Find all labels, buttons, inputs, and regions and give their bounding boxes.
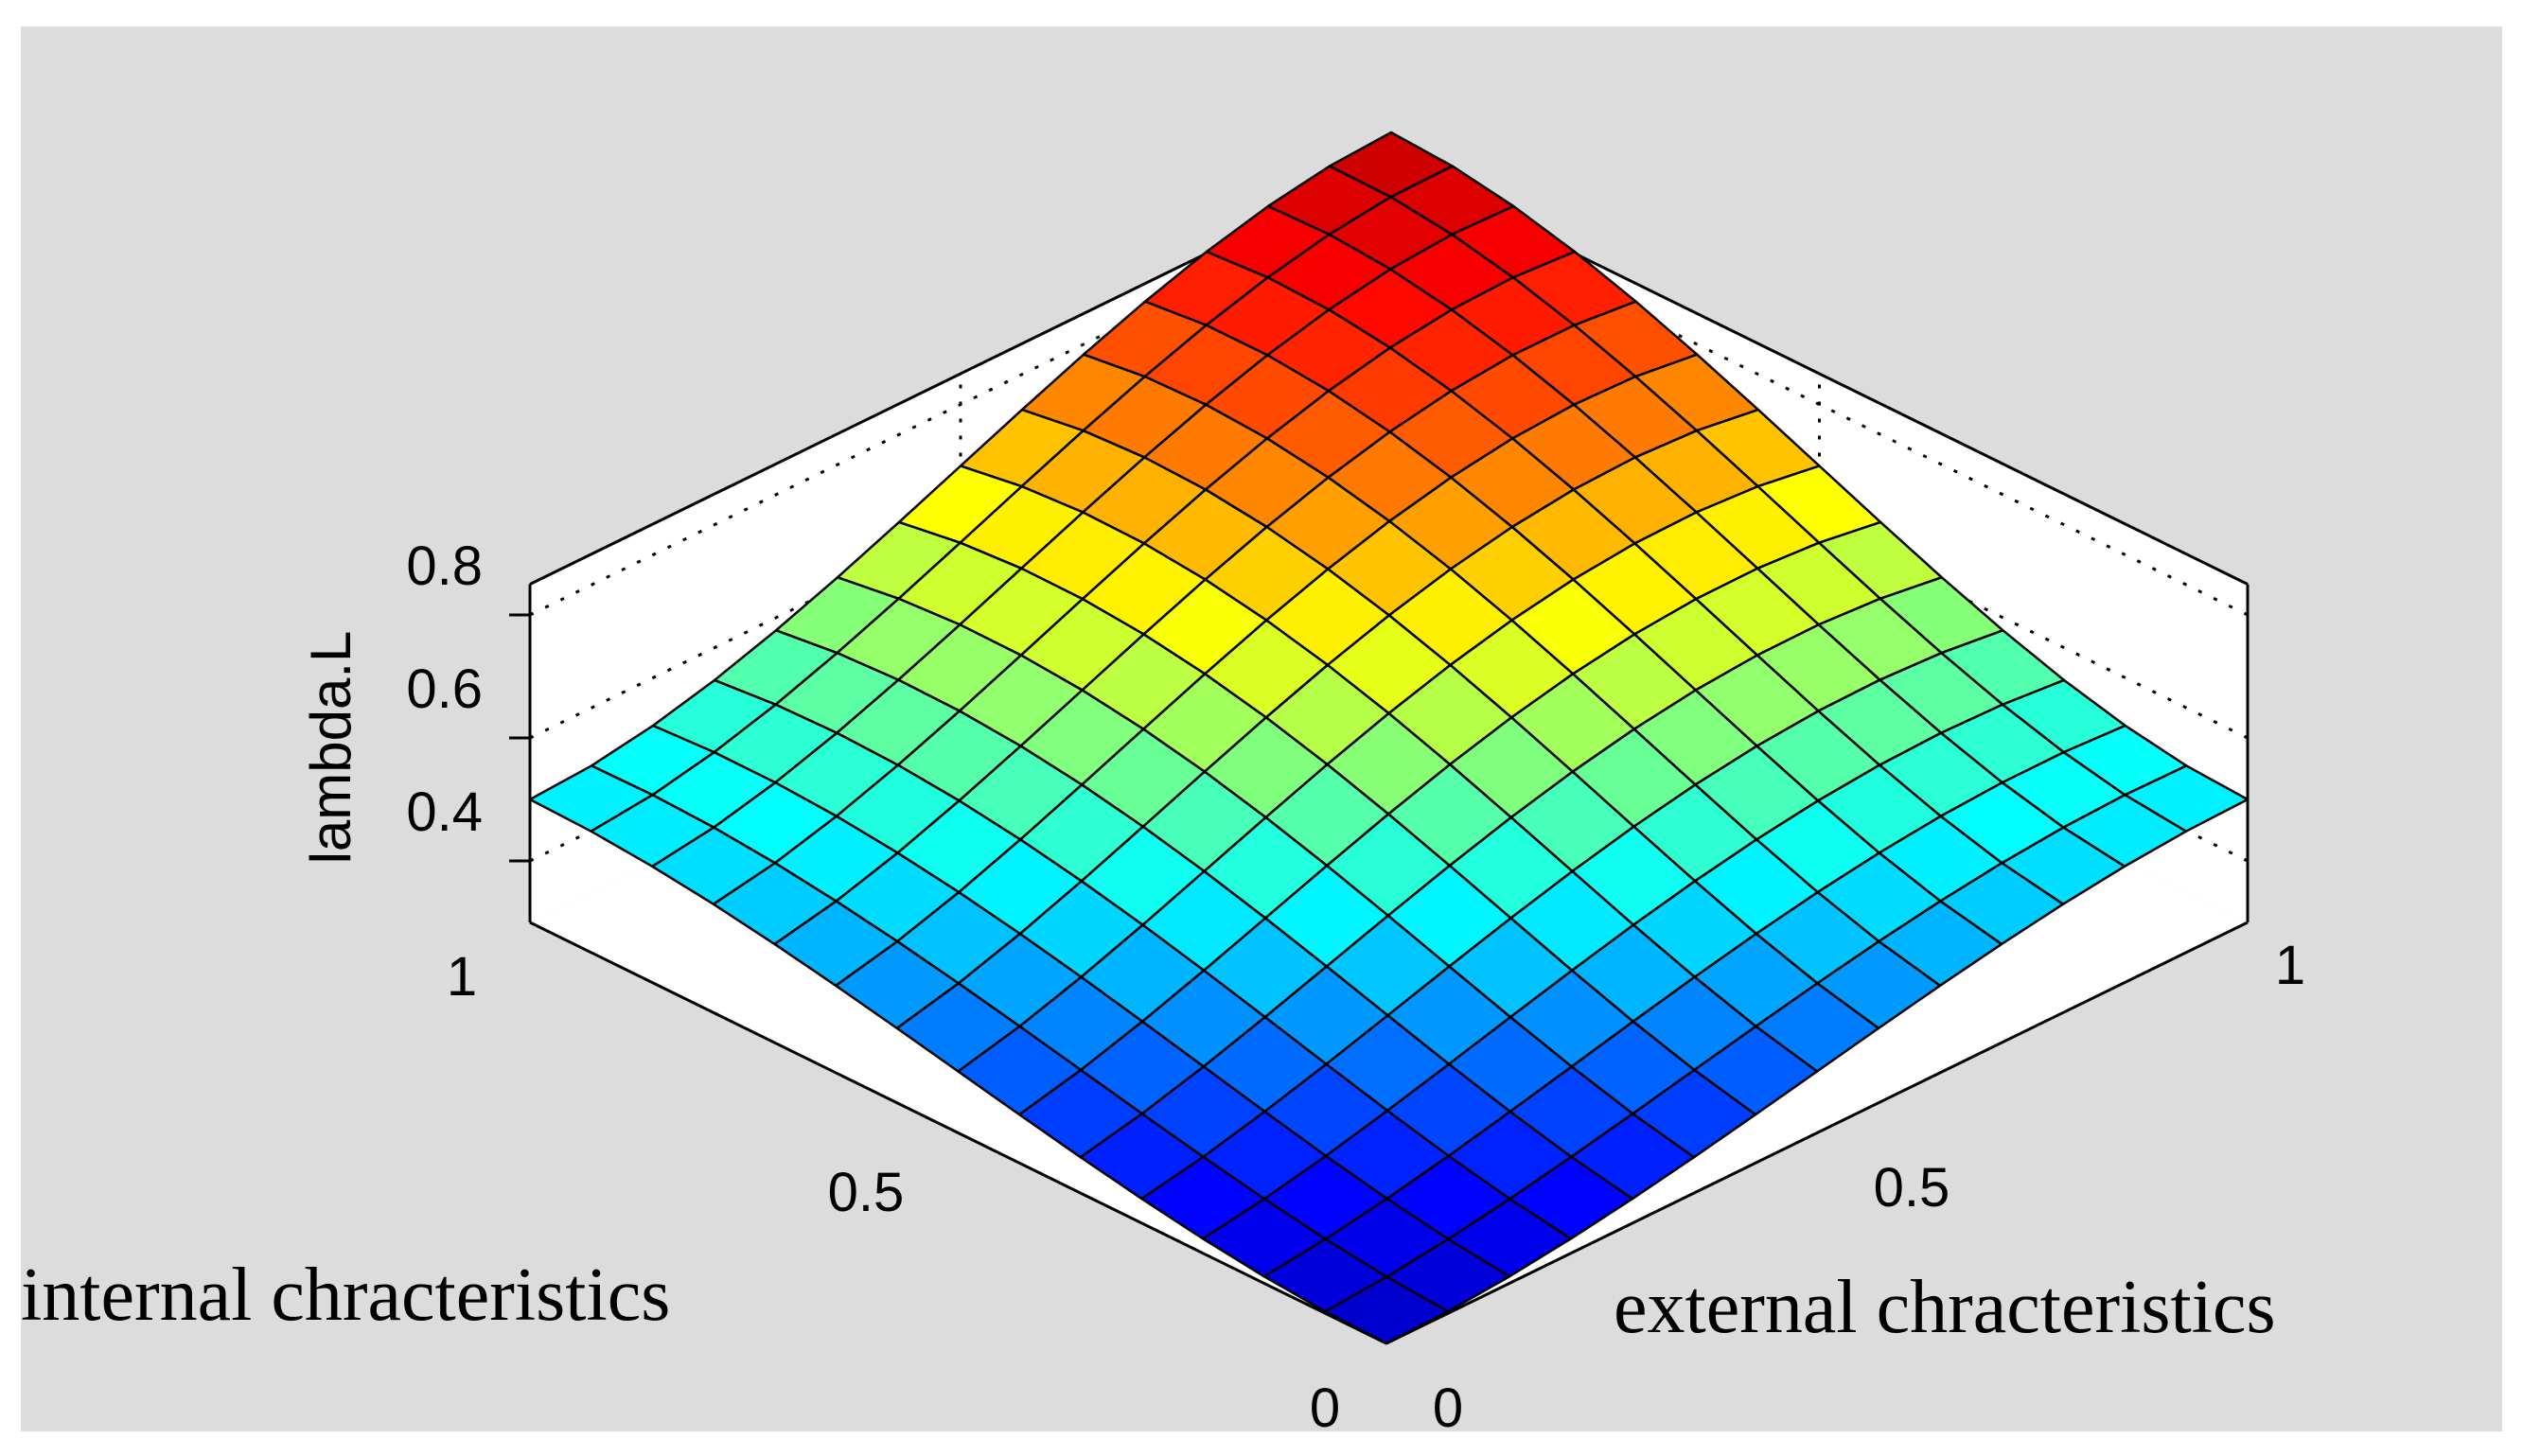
x-tick-label: 0 — [1433, 1377, 1463, 1439]
axis-labels: lambda.L internal chracteristics externa… — [21, 631, 2276, 1349]
x-tick-label: 1 — [2275, 935, 2305, 996]
y-tick-label: 0 — [1310, 1377, 1340, 1439]
box-edge — [529, 921, 1387, 1345]
z-tick-label: 0.8 — [406, 535, 483, 597]
surface-cell — [1324, 1275, 1450, 1345]
z-tick-label: 0.4 — [406, 781, 483, 843]
x-axis-label: external chracteristics — [1614, 1266, 2276, 1349]
z-axis-label: lambda.L — [299, 631, 362, 865]
x-tick-label: 0.5 — [1874, 1157, 1950, 1219]
plot-area — [509, 131, 2250, 1345]
y-tick-label: 0.5 — [828, 1162, 905, 1223]
box-edge — [1385, 921, 2249, 1345]
z-tick-label: 0.6 — [406, 658, 483, 720]
y-axis-label: internal chracteristics — [21, 1254, 670, 1337]
y-tick-label: 1 — [447, 946, 477, 1008]
tick-labels: 0.4 0.6 0.8 1 0.5 0 0 0.5 1 — [406, 535, 2305, 1439]
